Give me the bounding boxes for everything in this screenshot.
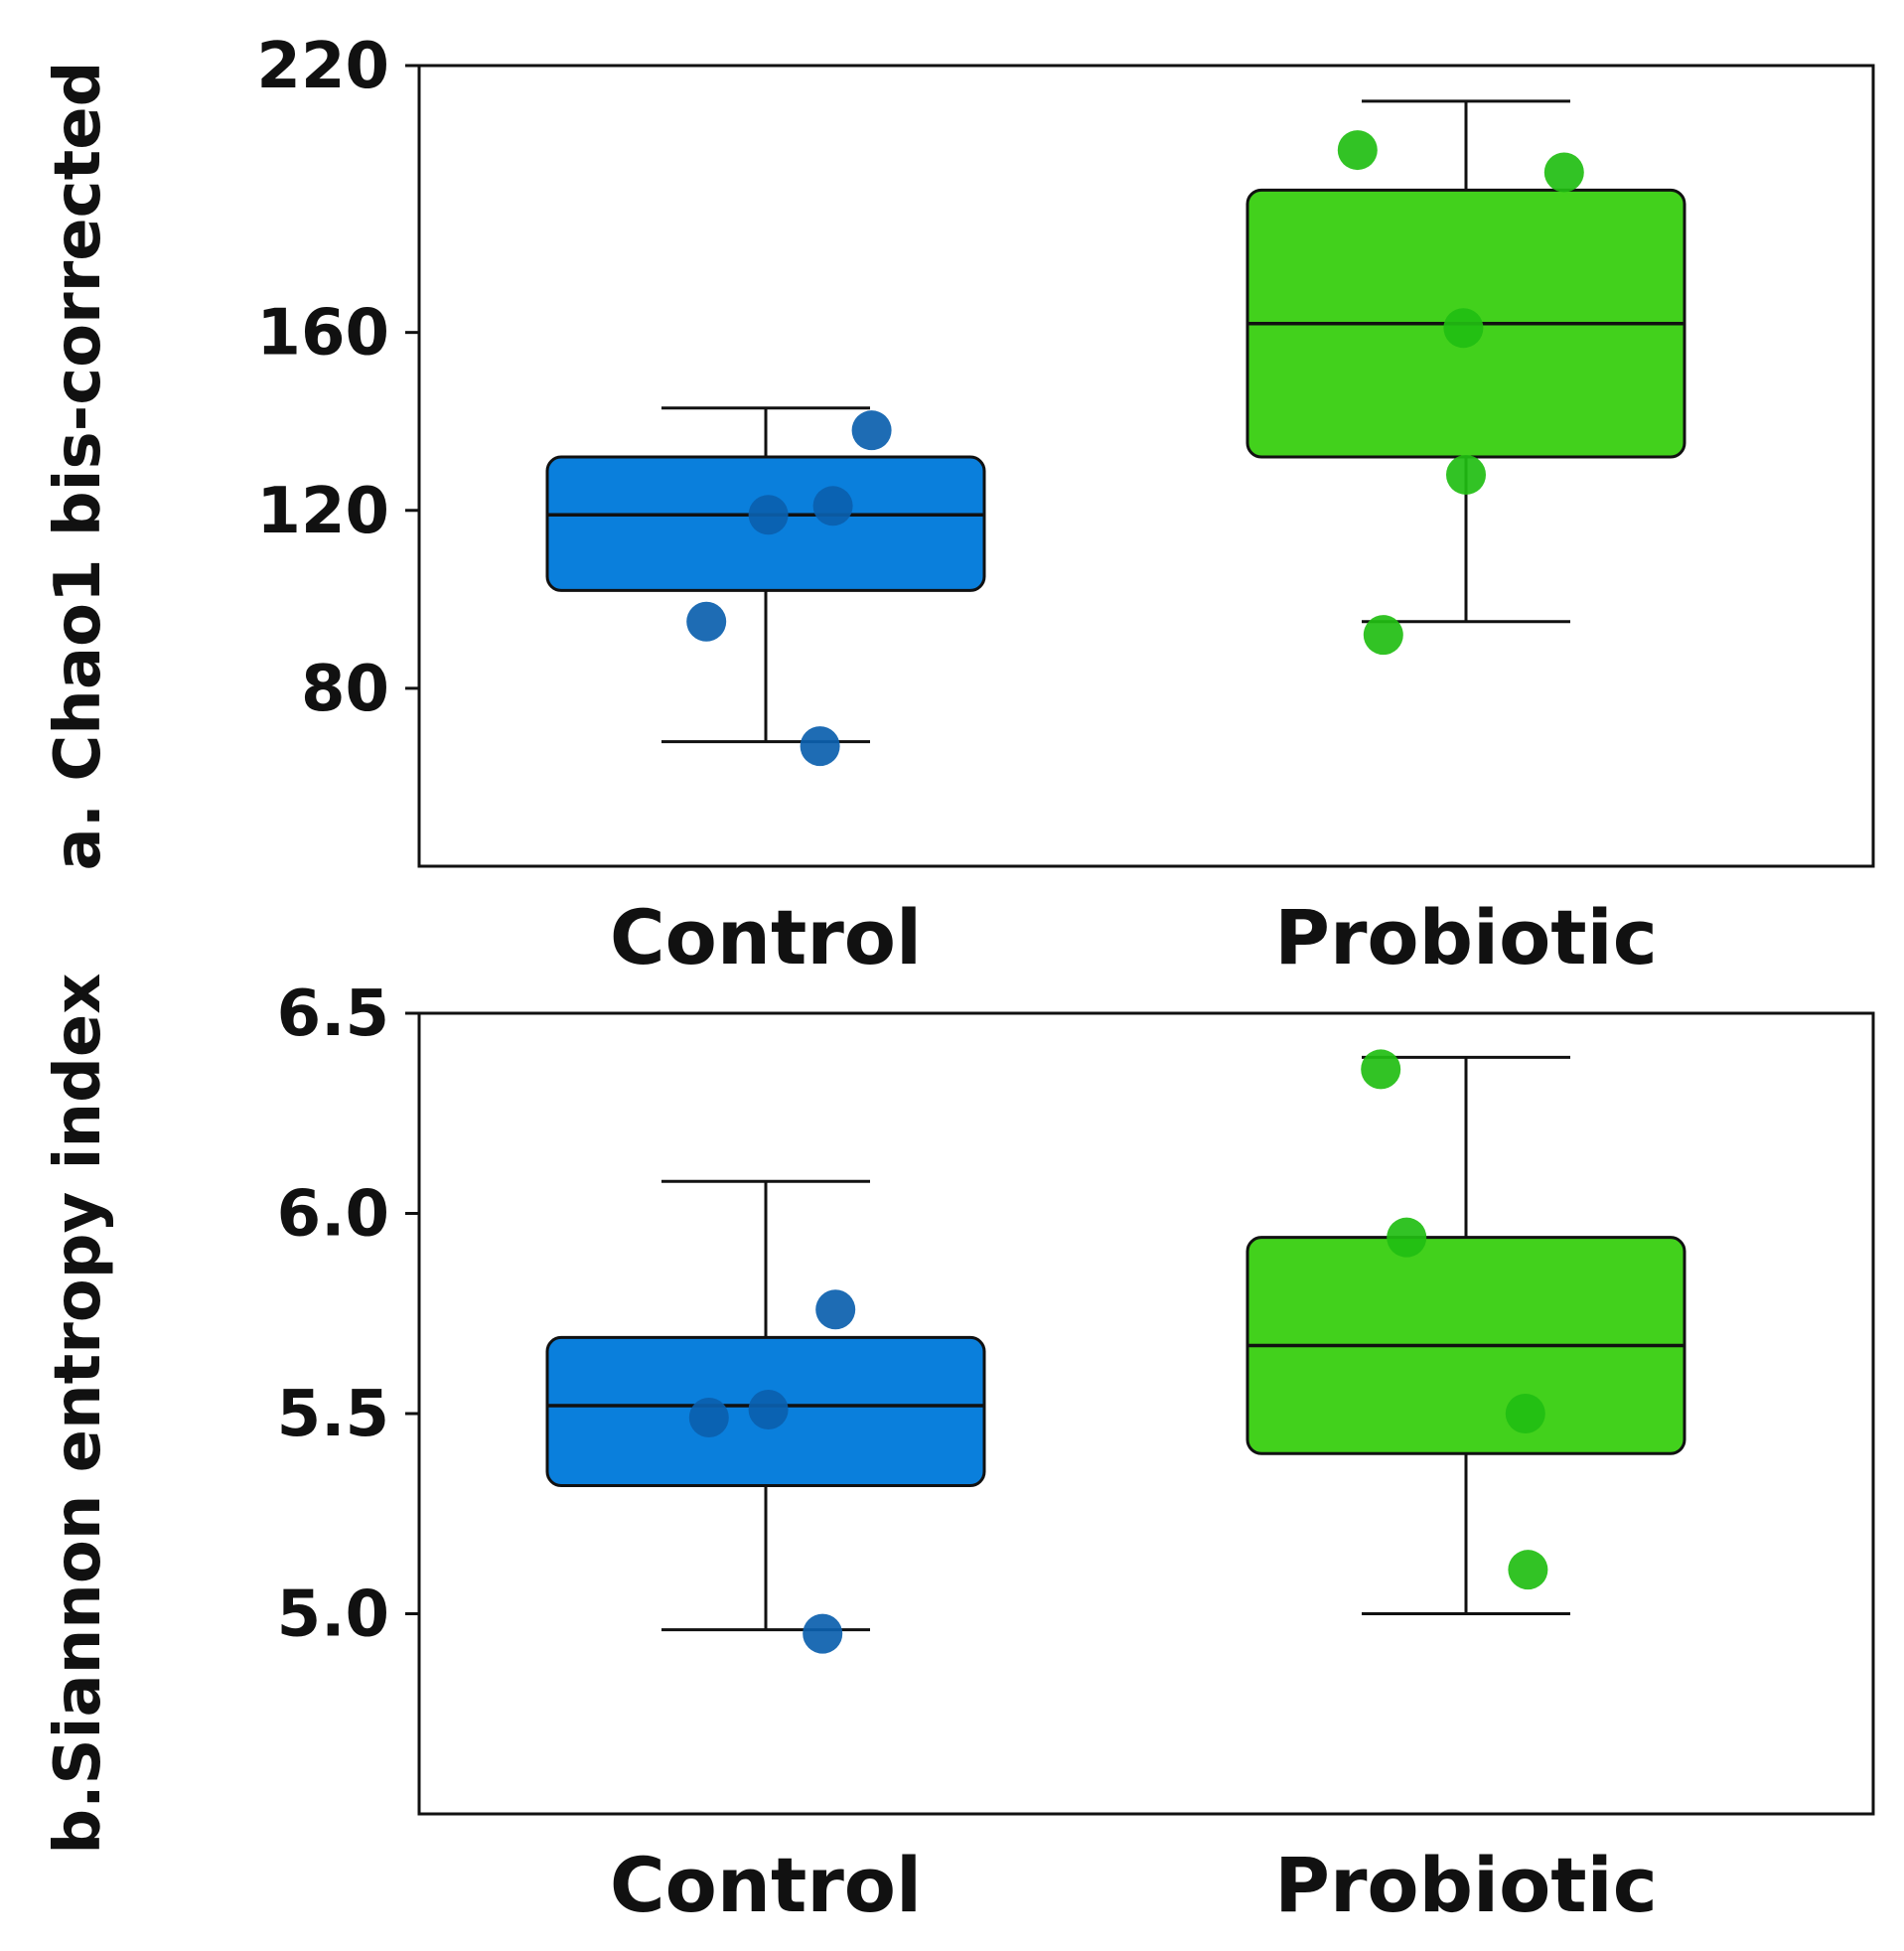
data-point — [803, 1613, 843, 1654]
data-point — [1505, 1394, 1545, 1433]
x-category-label: Control — [610, 893, 922, 981]
data-point — [688, 1398, 729, 1438]
data-point — [1387, 1217, 1427, 1258]
x-category-label: Probiotic — [1274, 1841, 1658, 1929]
y-tick-label: 120 — [256, 475, 389, 548]
data-point — [748, 1389, 789, 1429]
data-point — [1446, 454, 1486, 495]
y-axis-title: b.Siannon entropy index — [42, 973, 115, 1854]
y-tick-label: 6.0 — [277, 1178, 389, 1252]
data-point — [1361, 1049, 1401, 1090]
data-point — [686, 601, 727, 642]
box-control — [545, 1179, 986, 1654]
data-point — [1443, 308, 1484, 349]
data-point — [1543, 152, 1584, 193]
data-point — [1337, 130, 1378, 171]
data-point — [851, 410, 892, 451]
box-probiotic — [1245, 1049, 1686, 1615]
y-tick-label: 5.5 — [277, 1378, 389, 1451]
panel-shannon: 5.0 5.5 6.0 6.5 b.Siannon entropy index Contr… — [42, 973, 1875, 1929]
x-category-label: Control — [610, 1841, 922, 1929]
data-point — [1508, 1550, 1548, 1590]
y-tick-label: 220 — [256, 30, 389, 103]
y-axis-title: a. Chao1 bis-corrected — [42, 62, 115, 871]
data-point — [1363, 615, 1403, 656]
box-probiotic — [1245, 99, 1686, 656]
plot-frame — [417, 64, 1875, 868]
data-point — [812, 486, 853, 526]
y-tick-label: 6.5 — [277, 977, 389, 1051]
data-point — [815, 1289, 856, 1330]
x-category-label: Probiotic — [1274, 893, 1658, 981]
y-tick-label: 80 — [301, 653, 389, 726]
box-control — [545, 406, 986, 767]
data-point — [800, 726, 840, 767]
y-tick-label: 5.0 — [277, 1578, 389, 1652]
panel-chao1: 80 120 160 220 a. Chao1 bis-corrected Control… — [42, 30, 1875, 981]
y-tick-label: 160 — [256, 297, 389, 371]
data-point — [748, 495, 789, 535]
